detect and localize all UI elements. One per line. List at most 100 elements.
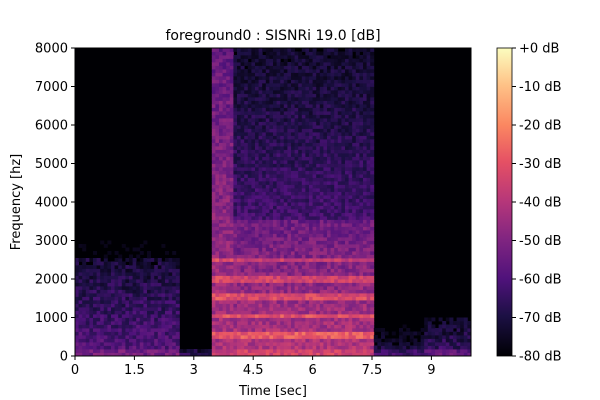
- spectrogram-cell: [287, 328, 292, 332]
- spectrogram-cell: [107, 310, 112, 315]
- spectrogram-cell: [359, 146, 364, 150]
- spectrogram-cell: [334, 216, 339, 220]
- spectrogram-cell: [150, 314, 155, 318]
- spectrogram-cell: [219, 307, 223, 311]
- spectrogram-cell: [240, 100, 245, 105]
- spectrogram-cell: [319, 139, 324, 143]
- spectrogram-cell: [287, 230, 292, 234]
- spectrogram-cell: [370, 167, 375, 171]
- spectrogram-cell: [341, 177, 346, 182]
- spectrogram-cell: [89, 331, 94, 336]
- spectrogram-cell: [309, 345, 313, 350]
- spectrogram-cell: [75, 303, 79, 308]
- spectrogram-cell: [355, 352, 360, 357]
- spectrogram-cell: [237, 216, 241, 220]
- spectrogram-cell: [269, 352, 274, 357]
- spectrogram-cell: [355, 93, 360, 98]
- spectrogram-cell: [316, 349, 321, 353]
- spectrogram-cell: [255, 247, 259, 252]
- spectrogram-cell: [294, 216, 299, 220]
- spectrogram-cell: [107, 251, 112, 255]
- spectrogram-cell: [283, 349, 288, 353]
- spectrogram-cell: [287, 307, 292, 311]
- spectrogram-cell: [341, 142, 346, 147]
- spectrogram-cell: [215, 65, 220, 70]
- spectrogram-cell: [370, 345, 375, 350]
- spectrogram-cell: [219, 111, 223, 115]
- spectrogram-cell: [330, 114, 335, 119]
- spectrogram-cell: [100, 289, 105, 294]
- spectrogram-cell: [229, 83, 234, 87]
- spectrogram-cell: [391, 352, 396, 357]
- spectrogram-cell: [273, 342, 277, 346]
- spectrogram-cell: [276, 219, 281, 224]
- spectrogram-cell: [255, 142, 259, 147]
- spectrogram-cell: [276, 258, 281, 262]
- spectrogram-cell: [247, 177, 252, 182]
- spectrogram-cell: [222, 230, 227, 234]
- spectrogram-cell: [240, 282, 245, 287]
- spectrogram-cell: [294, 275, 299, 280]
- spectrogram-cell: [251, 335, 256, 339]
- spectrogram-cell: [355, 237, 360, 241]
- spectrogram-cell: [240, 97, 245, 101]
- spectrogram-cell: [316, 303, 321, 308]
- spectrogram-cell: [240, 338, 245, 343]
- spectrogram-cell: [273, 331, 277, 336]
- spectrogram-cell: [280, 202, 285, 206]
- spectrogram-cell: [327, 240, 331, 245]
- spectrogram-cell: [319, 202, 324, 206]
- spectrogram-cell: [255, 352, 259, 357]
- spectrogram-cell: [233, 139, 238, 143]
- spectrogram-cell: [352, 247, 357, 252]
- spectrogram-cell: [287, 139, 292, 143]
- spectrogram-cell: [294, 156, 299, 161]
- spectrogram-cell: [247, 184, 252, 189]
- spectrogram-cell: [287, 205, 292, 210]
- spectrogram-cell: [262, 296, 267, 301]
- spectrogram-cell: [244, 268, 249, 273]
- spectrogram-cell: [125, 289, 130, 294]
- spectrogram-cell: [222, 205, 227, 210]
- spectrogram-cell: [309, 324, 313, 329]
- spectrogram-cell: [438, 331, 443, 336]
- spectrogram-cell: [168, 265, 173, 269]
- spectrogram-cell: [269, 121, 274, 126]
- spectrogram-cell: [240, 230, 245, 234]
- spectrogram-cell: [348, 132, 353, 136]
- spectrogram-cell: [327, 254, 331, 259]
- spectrogram-cell: [111, 324, 115, 329]
- spectrogram-cell: [150, 342, 155, 346]
- spectrogram-cell: [298, 104, 303, 108]
- spectrogram-cell: [251, 314, 256, 318]
- spectrogram-cell: [355, 55, 360, 59]
- spectrogram-cell: [327, 328, 331, 332]
- spectrogram-cell: [273, 212, 277, 217]
- spectrogram-cell: [341, 223, 346, 227]
- spectrogram-cell: [211, 265, 216, 269]
- spectrogram-cell: [229, 55, 234, 59]
- spectrogram-cell: [85, 268, 90, 273]
- spectrogram-cell: [157, 296, 162, 301]
- spectrogram-cell: [305, 167, 310, 171]
- spectrogram-cell: [265, 181, 270, 185]
- spectrogram-cell: [233, 268, 238, 273]
- spectrogram-cell: [215, 83, 220, 87]
- spectrogram-cell: [255, 132, 259, 136]
- spectrogram-cell: [330, 139, 335, 143]
- spectrogram-cell: [348, 139, 353, 143]
- spectrogram-cell: [327, 128, 331, 133]
- spectrogram-cell: [363, 286, 367, 290]
- spectrogram-cell: [453, 321, 457, 325]
- spectrogram-cell: [348, 296, 353, 301]
- spectrogram-cell: [294, 338, 299, 343]
- spectrogram-cell: [319, 174, 324, 178]
- spectrogram-cell: [309, 76, 313, 80]
- spectrogram-cell: [370, 230, 375, 234]
- spectrogram-cell: [107, 349, 112, 353]
- spectrogram-cell: [143, 324, 148, 329]
- spectrogram-cell: [237, 48, 241, 52]
- spectrogram-cell: [291, 58, 295, 63]
- spectrogram-cell: [312, 342, 317, 346]
- spectrogram-cell: [161, 261, 166, 266]
